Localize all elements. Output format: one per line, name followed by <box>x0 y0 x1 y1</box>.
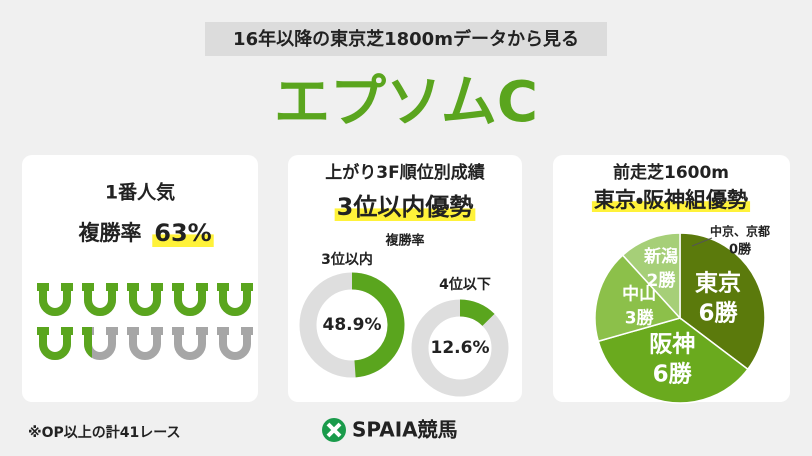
highlight <box>152 234 214 247</box>
horseshoe <box>82 327 118 360</box>
logo-icon-mark <box>326 422 342 438</box>
horseshoe <box>82 283 118 316</box>
metric-value: 63% <box>154 219 211 247</box>
horseshoe <box>127 327 163 360</box>
horseshoe-fill <box>172 283 208 316</box>
headline: 東京・阪神組優勢 <box>594 188 748 212</box>
headline: 3位以内優勢 <box>337 193 474 221</box>
pie-annotation: 中京、京都 <box>710 224 770 239</box>
horseshoe-fill <box>82 283 118 316</box>
leader-line <box>691 237 713 247</box>
horseshoe-fill <box>127 283 163 316</box>
pie-slice <box>594 254 682 343</box>
pie-annotation-value: 0勝 <box>729 242 752 258</box>
logo: SPAIA競馬 <box>352 418 458 442</box>
horseshoe <box>127 283 163 316</box>
highlight <box>591 201 751 212</box>
pie-label: 中山 <box>622 283 656 304</box>
highlight <box>334 208 476 221</box>
title: エプソムC <box>274 70 538 135</box>
pie-value: 6勝 <box>653 361 693 387</box>
pie-slice <box>597 317 749 404</box>
horseshoe <box>217 327 253 360</box>
metric: 複勝率 <box>78 221 142 245</box>
horseshoe <box>172 327 208 360</box>
pie-label: 阪神 <box>649 331 695 357</box>
pie-label: 新潟 <box>643 246 678 267</box>
donut-arc <box>459 299 495 327</box>
subtitle: 16年以降の東京芝1800mデータから見る <box>233 28 579 50</box>
horseshoe-base <box>217 327 253 360</box>
donut-arc <box>351 272 405 378</box>
pie-slice <box>621 232 681 320</box>
horseshoe-base <box>172 327 208 360</box>
pie-slice <box>679 232 766 371</box>
panel-label: 1番人気 <box>105 181 175 204</box>
horseshoe <box>172 283 208 316</box>
horseshoe <box>37 283 73 316</box>
donut-value: 12.6% <box>431 338 490 358</box>
horseshoe-fill <box>82 327 92 358</box>
pie-value: 3勝 <box>625 307 655 328</box>
donut-label: 3位以内 <box>321 251 373 268</box>
panel-title: 上がり3F順位別成績 <box>325 162 485 183</box>
subtitle-box <box>205 22 607 56</box>
footnote: ※OP以上の計41レース <box>28 424 181 441</box>
metric: 複勝率 <box>385 233 424 249</box>
horseshoe-base <box>127 327 163 360</box>
donut-label: 4位以下 <box>439 276 491 293</box>
pie-value: 2勝 <box>647 270 677 291</box>
horseshoe <box>37 327 73 360</box>
pie-value: 6勝 <box>699 301 739 327</box>
donut-value: 48.9% <box>323 315 382 335</box>
panel-title: 前走芝1600m <box>613 162 729 183</box>
horseshoe-fill <box>37 327 73 360</box>
horseshoe-fill <box>37 283 73 316</box>
horseshoe-fill <box>217 283 253 316</box>
pie-label: 東京 <box>695 271 741 297</box>
horseshoe <box>217 283 253 316</box>
